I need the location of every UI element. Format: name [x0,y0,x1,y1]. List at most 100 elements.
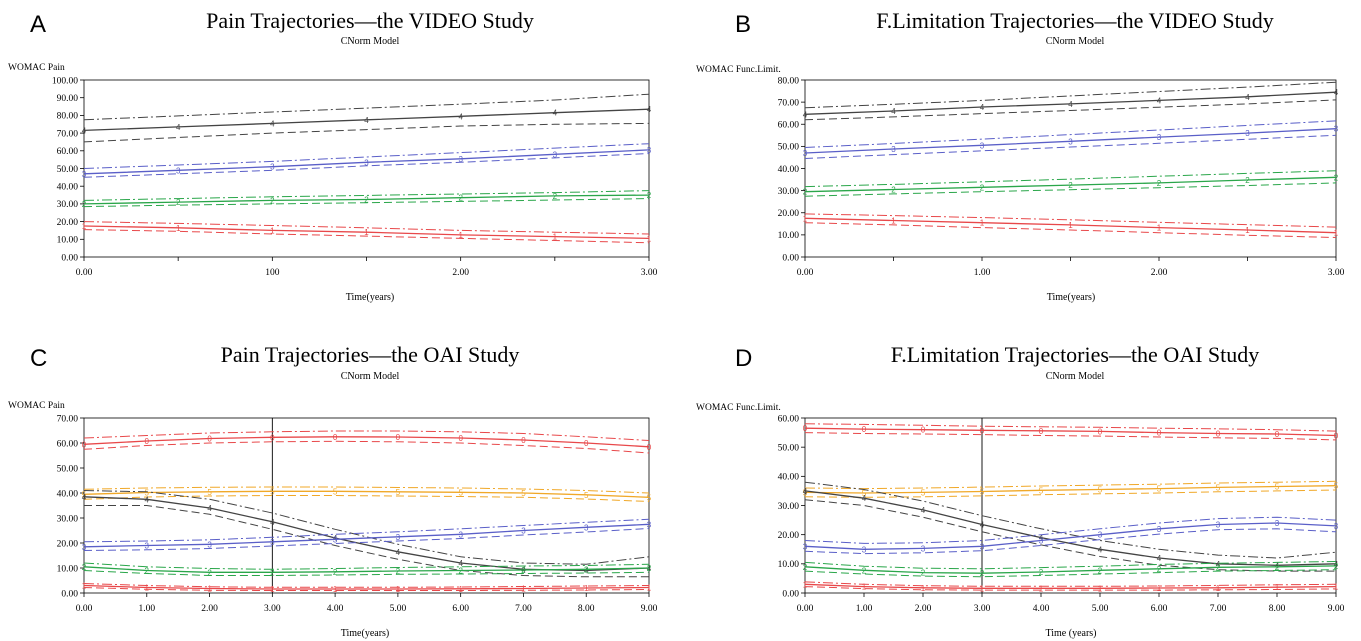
y-tick-label: 60.00 [778,121,800,131]
y-tick-label: 30.00 [778,502,800,512]
y-tick-label: 40.00 [57,183,79,193]
series-3: 3 3 3 3 3 3 3 3 3 3 [82,518,652,552]
chart-subtitle: CNorm Model [1046,371,1105,382]
data-point-marker: 2 [1334,562,1339,571]
x-tick-label: 0.00 [797,268,814,278]
data-point-marker: 3 [364,158,369,167]
data-point-marker: 1 [803,580,808,589]
x-tick-label: 5.00 [390,604,407,614]
chart-title: Pain Trajectories—the VIDEO Study [206,8,534,33]
x-tick-label: 2.00 [452,268,469,278]
x-axis-label: Time (years) [1045,628,1096,639]
series-5: 5 5 5 5 5 5 5 5 5 5 [82,486,652,502]
data-point-marker: 1 [364,228,369,237]
data-point-marker: 1 [458,585,463,594]
data-point-marker: 2 [980,569,985,578]
series-line [804,427,1337,437]
data-point-marker: 4 [1098,545,1103,554]
lower-ci-line [83,440,650,454]
data-point-marker: 4 [647,105,652,114]
data-point-marker: 1 [980,219,985,228]
data-point-marker: 3 [1157,133,1162,142]
data-point-marker: 4 [921,506,926,515]
series-1: 1 1 1 1 1 1 1 1 1 1 [82,582,652,595]
y-tick-label: 70.00 [57,414,79,424]
series-line [804,128,1337,154]
lower-ci-line [804,586,1337,591]
data-point-marker: 4 [176,123,181,132]
lower-ci-line [804,134,1337,159]
data-point-marker: 2 [1334,173,1339,182]
data-point-marker: 4 [458,112,463,121]
data-point-marker: 3 [270,538,275,547]
upper-ci-line [83,143,650,169]
lower-ci-line [804,99,1337,121]
x-tick-label: 4.00 [1033,604,1050,614]
data-point-marker: 3 [396,533,401,542]
y-tick-label: 60.00 [57,147,79,157]
y-axis-label: WOMAC Func.Limit. [696,65,781,75]
data-point-marker: 1 [1275,583,1280,592]
upper-ci-line [804,213,1337,228]
upper-ci-line [83,562,650,570]
panel-letter: A [30,11,46,38]
y-tick-label: 30.00 [57,200,79,210]
data-point-marker: 5 [647,493,652,502]
lower-ci-line [83,587,650,591]
upper-ci-line [804,120,1337,148]
data-point-marker: 3 [207,540,212,549]
x-tick-label: 2.00 [1151,268,1168,278]
data-point-marker: 5 [1039,486,1044,495]
upper-ci-line [83,190,650,201]
data-point-marker: 3 [1157,525,1162,534]
upper-ci-line [804,481,1337,559]
y-tick-label: 50.00 [57,165,79,175]
y-tick-label: 10.00 [57,236,79,246]
series-3: 3 3 3 3 3 3 3 3 3 3 [803,516,1339,555]
data-point-marker: 2 [396,567,401,576]
lower-ci-line [804,432,1337,441]
data-point-marker: 4 [82,126,87,135]
data-point-marker: 2 [1245,176,1250,185]
data-point-marker: 4 [458,559,463,568]
data-point-marker: 2 [584,565,589,574]
data-point-marker: 4 [82,493,87,502]
data-point-marker: 0 [145,437,150,446]
data-point-marker: 3 [891,145,896,154]
series-line [83,523,650,548]
data-point-marker: 0 [980,426,985,435]
lower-ci-line [83,122,650,143]
upper-ci-line [83,490,650,565]
data-point-marker: 5 [980,488,985,497]
series-2: 2 2 2 2 2 2 2 [82,190,652,209]
data-point-marker: 3 [458,530,463,539]
data-point-marker: 2 [647,564,652,573]
data-point-marker: 4 [270,518,275,527]
series-line [804,522,1337,550]
data-point-marker: 2 [862,566,867,575]
series-2: 2 2 2 2 2 2 2 2 2 2 [82,562,652,577]
y-tick-label: 40.00 [57,489,79,499]
series-5: 5 5 5 5 5 5 5 5 5 5 [803,480,1339,498]
data-point-marker: 4 [803,487,808,496]
data-point-marker: 4 [1039,534,1044,543]
lower-ci-line [804,528,1337,555]
series-3: 3 3 3 3 3 3 3 [82,143,652,179]
x-tick-label: 4.00 [327,604,344,614]
data-point-marker: 5 [584,491,589,500]
data-point-marker: 3 [82,543,87,552]
data-point-marker: 0 [396,433,401,442]
data-point-marker: 2 [207,568,212,577]
data-point-marker: 4 [980,520,985,529]
chart-subtitle: CNorm Model [341,371,400,382]
y-tick-label: 50.00 [57,464,79,474]
x-tick-label: 8.00 [1269,604,1286,614]
data-point-marker: 1 [803,214,808,223]
data-point-marker: 4 [1275,561,1280,570]
data-point-marker: 5 [333,487,338,496]
y-tick-label: 10.00 [778,231,800,241]
panel-a: A Pain Trajectories—the VIDEO Study CNorm … [8,8,658,303]
chart-subtitle: CNorm Model [1046,36,1105,47]
data-point-marker: 2 [1157,565,1162,574]
data-point-marker: 4 [1245,93,1250,102]
